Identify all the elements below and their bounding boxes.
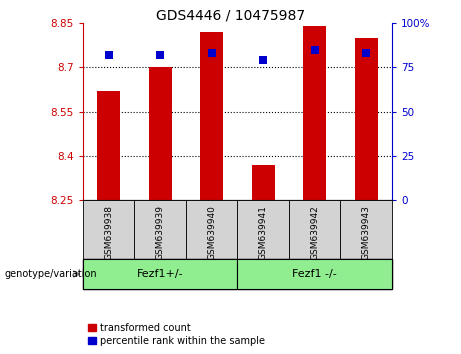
FancyBboxPatch shape xyxy=(340,200,392,260)
Point xyxy=(156,52,164,58)
Point xyxy=(311,47,318,52)
Text: GSM639941: GSM639941 xyxy=(259,205,268,260)
Legend: transformed count, percentile rank within the sample: transformed count, percentile rank withi… xyxy=(88,323,266,346)
Bar xyxy=(355,38,378,200)
Bar xyxy=(97,91,120,200)
Text: GSM639940: GSM639940 xyxy=(207,205,216,260)
FancyBboxPatch shape xyxy=(237,259,392,289)
Text: GSM639939: GSM639939 xyxy=(156,205,165,260)
Bar xyxy=(148,67,172,200)
Text: genotype/variation: genotype/variation xyxy=(5,269,97,279)
FancyBboxPatch shape xyxy=(135,200,186,260)
FancyBboxPatch shape xyxy=(83,259,237,289)
Bar xyxy=(252,165,275,200)
Text: GSM639938: GSM639938 xyxy=(104,205,113,260)
FancyBboxPatch shape xyxy=(237,200,289,260)
Bar xyxy=(303,26,326,200)
Point xyxy=(260,57,267,63)
Point xyxy=(208,50,215,56)
Text: GDS4446 / 10475987: GDS4446 / 10475987 xyxy=(156,9,305,23)
Text: GSM639942: GSM639942 xyxy=(310,205,319,259)
FancyBboxPatch shape xyxy=(186,200,237,260)
Text: Fezf1 -/-: Fezf1 -/- xyxy=(292,269,337,279)
FancyBboxPatch shape xyxy=(83,200,135,260)
Text: GSM639943: GSM639943 xyxy=(361,205,371,260)
FancyBboxPatch shape xyxy=(289,200,340,260)
Point xyxy=(362,50,370,56)
Bar xyxy=(200,32,223,200)
Text: Fezf1+/-: Fezf1+/- xyxy=(137,269,183,279)
Point xyxy=(105,52,112,58)
